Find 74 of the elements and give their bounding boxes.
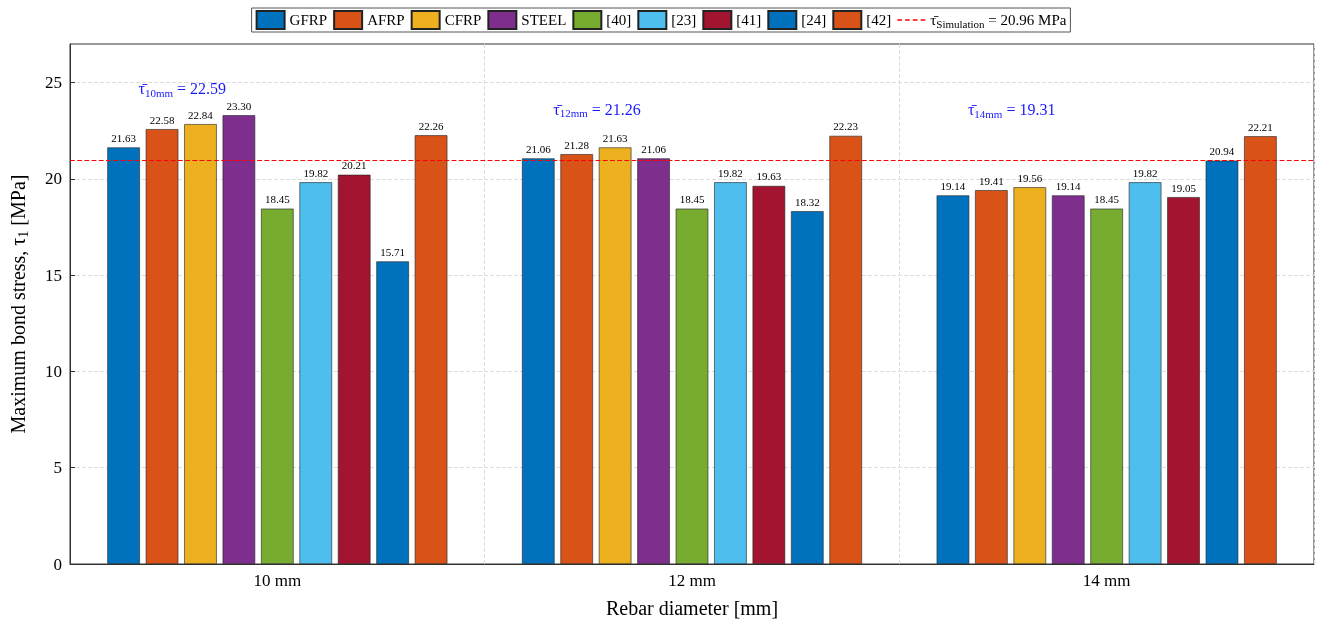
x-axis-title: Rebar diameter [mm] [605, 597, 779, 619]
data-label: 22.23 [833, 120, 859, 133]
data-label: 20.94 [1209, 145, 1235, 158]
bar [222, 115, 256, 564]
bar [337, 174, 371, 564]
legend-label: CFRP [444, 12, 482, 28]
data-label: 19.82 [1132, 166, 1158, 179]
data-label: 19.41 [979, 174, 1004, 187]
bar [714, 182, 747, 564]
bar [376, 261, 409, 564]
data-label: 19.05 [1171, 181, 1197, 194]
data-label: 22.21 [1248, 120, 1273, 133]
bar [1128, 182, 1162, 564]
x-tick-label: 10 mm [253, 571, 302, 590]
y-tick-label: 15 [45, 265, 62, 285]
data-label: 19.63 [756, 170, 782, 183]
y-tick-label: 0 [53, 554, 62, 574]
bar [1013, 187, 1047, 564]
data-label: 19.56 [1017, 171, 1043, 184]
bar [1090, 208, 1123, 564]
data-label: 19.82 [718, 166, 743, 179]
data-label: 22.84 [188, 108, 214, 121]
y-axis-title: Maximum bond stress, τ1 [MPa] [7, 174, 31, 434]
bar [560, 154, 593, 564]
bar [829, 135, 863, 564]
data-label: 21.06 [641, 142, 667, 155]
data-label: 20.21 [341, 159, 367, 172]
bar [791, 211, 824, 564]
x-tick-label: 14 mm [1082, 571, 1131, 590]
data-label: 15.71 [380, 245, 405, 258]
data-label: 19.82 [303, 166, 329, 179]
x-tick-label: 12 mm [668, 571, 716, 590]
data-label: 18.45 [679, 193, 705, 206]
bar [414, 135, 448, 564]
bar [521, 158, 555, 564]
legend-label: GFRP [289, 12, 328, 28]
bar [145, 129, 179, 564]
bar [1205, 160, 1239, 564]
data-label: 21.06 [525, 142, 552, 155]
y-tick-label: 25 [45, 73, 62, 93]
legend-label: STEEL [521, 12, 567, 28]
bar [184, 124, 217, 564]
data-label: 18.32 [794, 195, 820, 208]
bar [1051, 195, 1085, 564]
legend-label: [24] [801, 12, 827, 28]
bar [975, 190, 1008, 564]
data-label: 21.28 [564, 138, 590, 151]
y-tick-label: 10 [45, 361, 62, 381]
bar [752, 185, 786, 564]
data-label: 22.58 [149, 113, 175, 126]
legend-label: [40] [606, 12, 632, 28]
bar [936, 195, 970, 564]
bar [107, 147, 140, 564]
data-label: 21.63 [602, 131, 629, 144]
data-label: 18.45 [1094, 193, 1120, 206]
bar [299, 182, 333, 564]
legend-label: [42] [866, 12, 892, 28]
data-label: 22.26 [418, 119, 444, 132]
legend-label: [23] [671, 12, 697, 28]
bar [637, 158, 670, 564]
y-tick-label: 5 [53, 458, 62, 478]
legend-label: AFRP [367, 12, 405, 28]
bar [598, 147, 632, 564]
bar [1167, 197, 1200, 564]
bar [261, 208, 294, 564]
legend-label: [41] [736, 12, 762, 28]
bar [1244, 136, 1277, 564]
data-label: 18.45 [264, 193, 291, 206]
data-label: 19.14 [940, 179, 966, 192]
data-label: 21.63 [111, 131, 137, 144]
y-tick-label: 20 [45, 169, 62, 189]
data-label: 23.30 [226, 99, 252, 112]
bar [675, 208, 709, 564]
data-label: 19.14 [1055, 179, 1082, 192]
